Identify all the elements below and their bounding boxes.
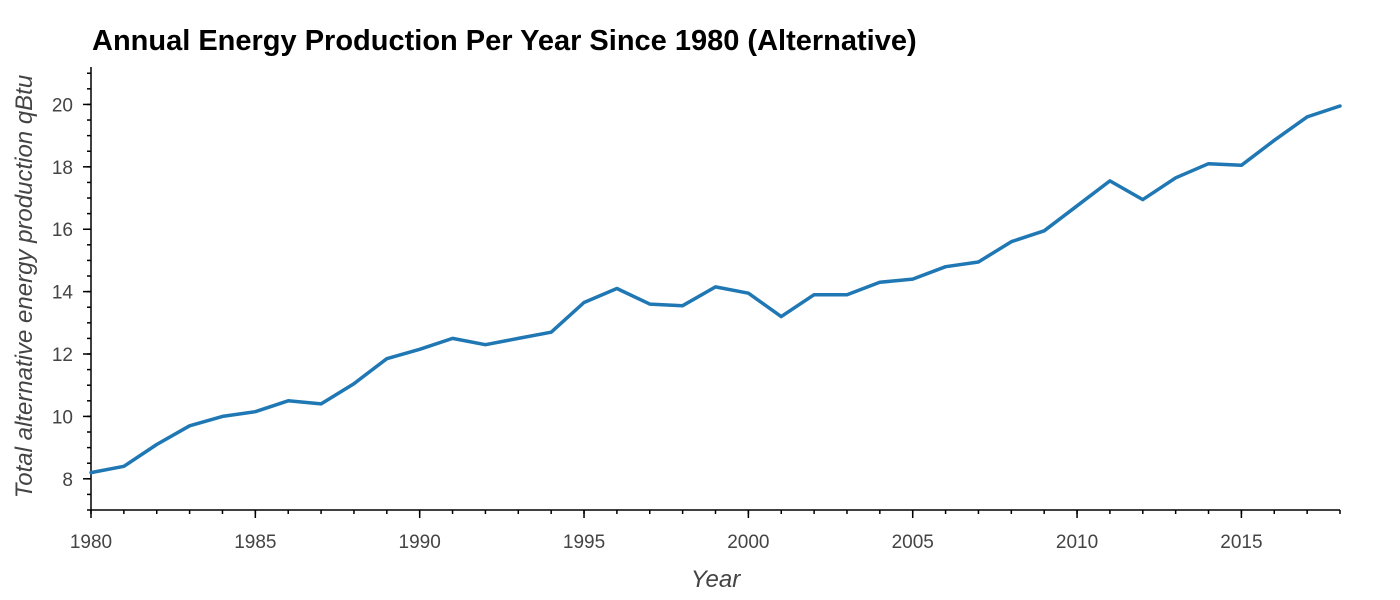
x-tick-label: 2015 [1220, 532, 1262, 553]
x-tick-label: 1980 [70, 532, 112, 553]
y-tick-label: 8 [62, 470, 73, 491]
series-line [89, 104, 1342, 475]
chart-title: Annual Energy Production Per Year Since … [92, 25, 917, 57]
x-axis-label: Year [691, 566, 741, 593]
y-axis-ticks: 8 10 12 14 16 18 20 [52, 72, 91, 511]
y-tick-label: 12 [52, 345, 73, 366]
y-tick-label: 14 [52, 283, 74, 304]
x-axis-ticks: 1980 1985 1990 1995 2000 2005 2010 2015 [70, 510, 1341, 553]
y-tick-label: 10 [52, 407, 73, 428]
series-group [89, 104, 1342, 475]
x-tick-label: 1985 [234, 532, 276, 553]
y-axis-label: Total alternative energy production qBtu [11, 75, 38, 498]
x-tick-label: 2000 [727, 532, 769, 553]
y-tick-label: 16 [52, 220, 73, 241]
y-tick-label: 18 [52, 158, 73, 179]
x-tick-label: 1990 [399, 532, 441, 553]
x-tick-label: 2010 [1056, 532, 1098, 553]
x-tick-label: 2005 [892, 532, 934, 553]
x-tick-label: 1995 [563, 532, 605, 553]
y-tick-label: 20 [52, 95, 73, 116]
